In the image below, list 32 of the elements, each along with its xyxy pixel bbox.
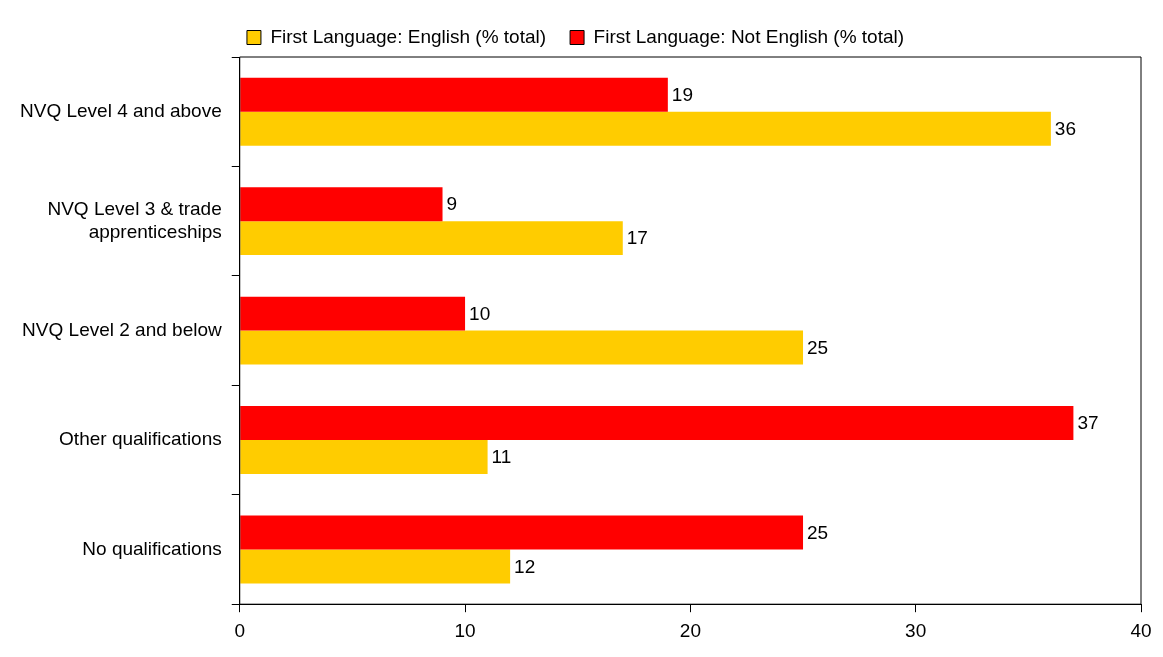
data-label: 19 [671,83,693,105]
bar [240,330,804,365]
data-label: 10 [469,302,491,324]
data-label: 37 [1077,412,1099,434]
y-tick-label: NVQ Level 3 & trade apprenticeships [47,197,222,242]
bar [240,406,1074,441]
bar [240,440,488,474]
bar [240,515,804,550]
data-label: 25 [807,336,829,358]
bar [240,187,443,222]
x-tick-label: 20 [679,619,701,641]
data-label: 11 [491,446,512,468]
legend-label: First Language: Not English (% total) [593,25,905,47]
legend-label: First Language: English (% total) [270,25,547,47]
data-label: 9 [446,193,458,215]
bar [240,77,668,112]
data-label: 36 [1054,117,1077,139]
data-label: 12 [514,555,536,577]
y-tick-label: NVQ Level 2 and below [22,318,223,340]
y-tick-label: NVQ Level 4 and above [20,99,222,121]
y-tick-label: Other qualifications [59,428,222,450]
bar [240,549,511,584]
data-label: 25 [807,521,829,543]
bar [240,221,623,256]
data-label: 17 [626,227,648,249]
x-tick-label: 40 [1130,619,1152,641]
bar [240,296,466,331]
x-tick-label: 10 [454,619,476,641]
x-tick-label: 0 [234,619,246,641]
bar [240,111,1051,146]
y-tick-label: No qualifications [82,537,222,559]
x-tick-label: 30 [905,619,927,641]
